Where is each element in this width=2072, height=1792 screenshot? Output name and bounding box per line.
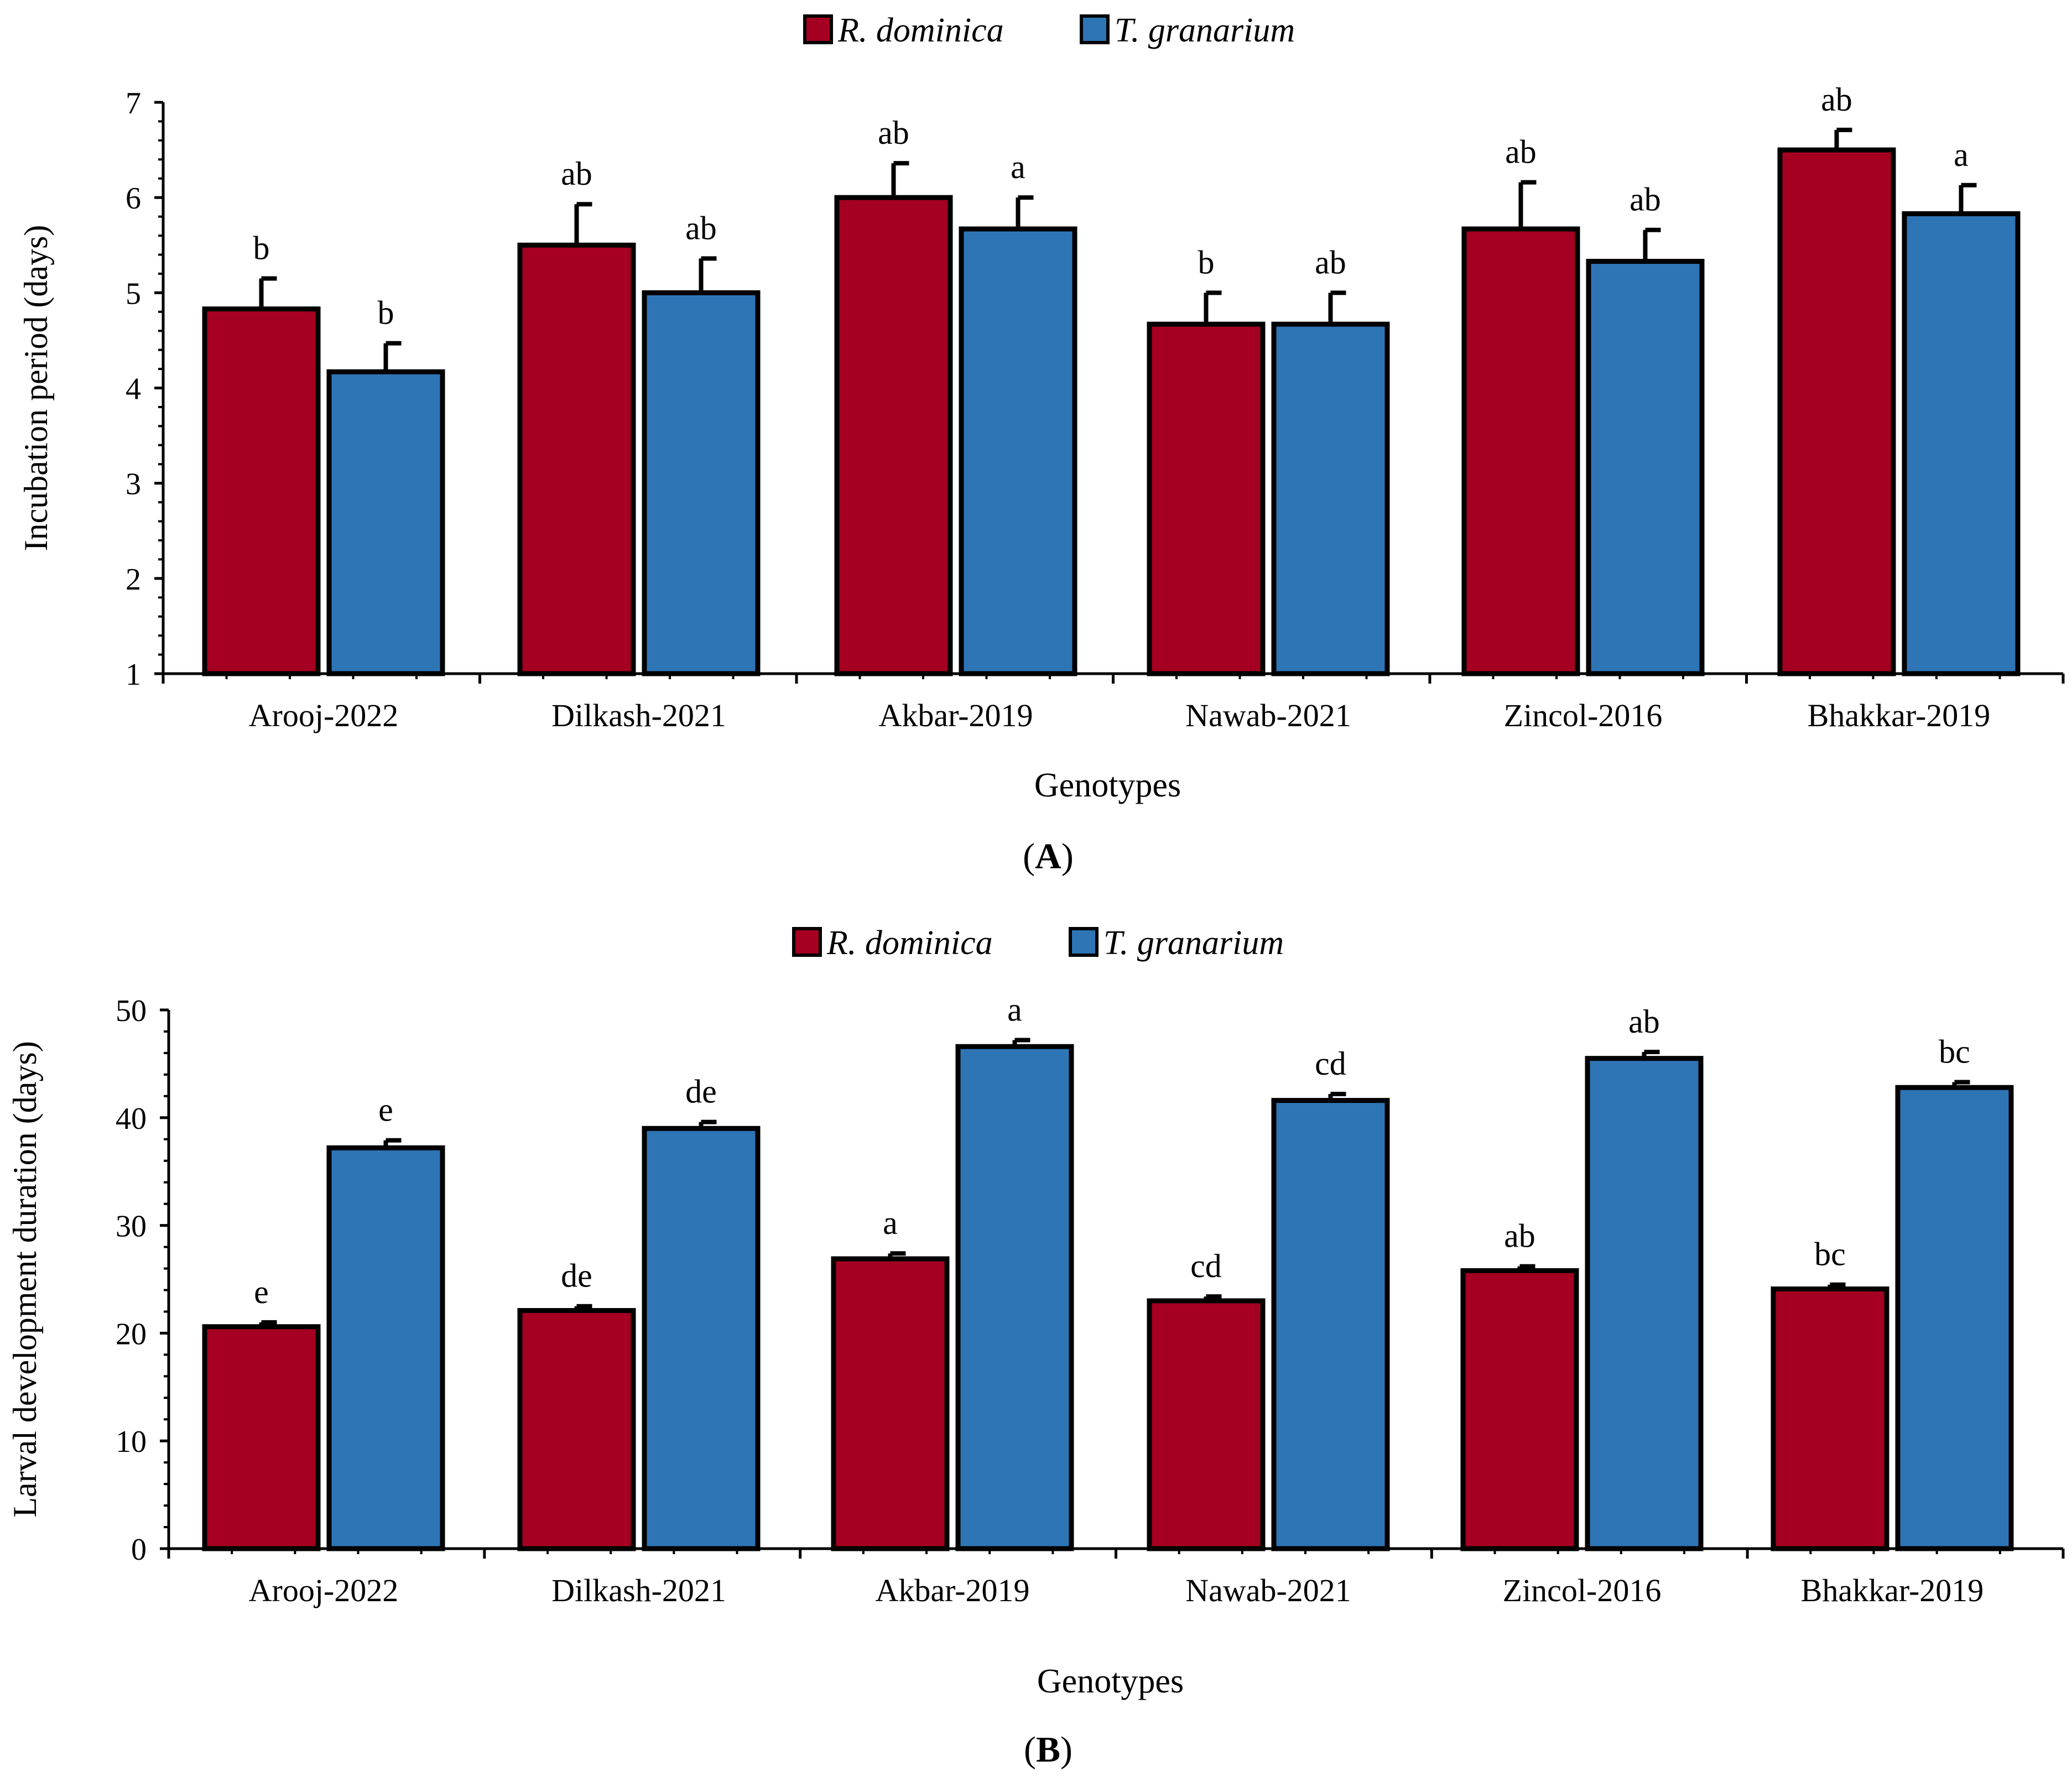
bar-r-dominica [1147,1298,1266,1551]
y-tick-label: 20 [116,1317,147,1351]
significance-label: bc [1814,1236,1846,1273]
significance-label: b [253,230,270,267]
significance-label: a [1954,137,1969,173]
y-tick-label: 3 [126,467,141,502]
y-axis-label: Incubation period (days) [18,225,54,551]
bar-t-granarium [642,290,761,676]
bar-r-dominica [834,195,953,676]
bar-t-granarium [1271,1098,1390,1551]
significance-label: cd [1315,1045,1346,1082]
significance-label: de [561,1258,592,1294]
legend-label: R. dominica [826,924,993,962]
y-tick-label: 1 [126,658,141,692]
y-tick-label: 10 [116,1425,147,1459]
y-tick-label: 0 [131,1533,147,1567]
legend-label: R. dominica [837,12,1004,49]
legend-swatch [803,14,833,44]
significance-label: cd [1190,1248,1222,1284]
bar-t-granarium [326,369,445,676]
x-axis-label: Genotypes [1037,1663,1184,1700]
y-tick-label: 30 [116,1210,147,1244]
significance-label: ab [1505,134,1537,170]
bar-t-granarium [1271,321,1390,676]
x-tick-label: Akbar-2019 [875,1572,1029,1608]
significance-label: e [378,1092,393,1128]
significance-label: a [883,1205,898,1241]
y-axis-label: Larval development duration (days) [7,1041,43,1517]
legend-swatch [1080,14,1110,44]
bar-t-granarium [1586,259,1705,676]
x-tick-label: Nawab-2021 [1185,697,1351,733]
bar-r-dominica [202,306,321,676]
significance-label: ab [1315,244,1346,280]
bar-r-dominica [202,1324,321,1551]
bar-t-granarium [326,1145,445,1551]
x-tick-label: Zincol-2016 [1504,697,1663,733]
significance-label: ab [1630,181,1661,218]
significance-label: a [1007,992,1022,1028]
legend-swatch [1069,927,1099,957]
y-tick-label: 7 [126,86,141,121]
x-tick-label: Nawab-2021 [1185,1572,1351,1608]
bar-r-dominica [831,1256,950,1551]
bar-t-granarium [1895,1085,2014,1551]
legend: R. dominica T. granarium [803,12,1295,49]
panel-label: (A) [1023,836,1074,877]
x-tick-label: Zincol-2016 [1503,1572,1662,1608]
significance-label: b [378,295,394,331]
y-tick-label: 5 [126,277,141,311]
y-tick-label: 50 [116,994,147,1028]
x-tick-label: Arooj-2022 [249,1572,399,1608]
bar-t-granarium [959,226,1077,676]
legend-swatch [792,927,822,957]
bar-t-granarium [955,1044,1074,1551]
panel-letter: A [1035,836,1061,877]
bar-r-dominica [517,1307,636,1551]
significance-label: ab [685,210,717,246]
x-tick-label: Bhakkar-2019 [1801,1572,1984,1608]
significance-label: de [685,1074,717,1110]
bar-t-granarium [1902,211,2021,676]
bar-r-dominica [1460,1268,1579,1551]
significance-label: ab [1504,1218,1535,1254]
panel-letter: B [1036,1730,1060,1770]
significance-label: a [1011,149,1025,185]
significance-label: e [254,1274,269,1310]
bar-t-granarium [642,1126,761,1551]
significance-label: bc [1939,1034,1970,1070]
significance-label: ab [878,114,909,151]
x-axis-label: Genotypes [1034,767,1181,804]
x-tick-label: Arooj-2022 [249,697,399,733]
y-tick-label: 4 [126,372,141,407]
legend-label: T. granarium [1103,924,1284,962]
bar-r-dominica [517,242,636,676]
bar-r-dominica [1771,1286,1889,1551]
x-tick-label: Dilkash-2021 [551,697,726,733]
significance-label: b [1198,244,1215,280]
panel-label: (B) [1024,1730,1073,1770]
y-tick-label: 6 [126,181,141,216]
x-tick-label: Dilkash-2021 [551,1572,726,1608]
chart-panel-b: 0 10 20 30 40 50 Arooj-2022 e e Dilkash-2021 de de A… [7,924,2065,1770]
bar-r-dominica [1147,321,1266,676]
legend: R. dominica T. granarium [792,924,1284,962]
y-tick-label: 40 [116,1102,147,1136]
chart-panel-a: 1234567Arooj-2022bbDilkash-2021ababAkbar… [18,12,2065,877]
significance-label: ab [1821,81,1852,118]
significance-label: ab [1628,1003,1660,1040]
bar-r-dominica [1461,226,1580,676]
y-tick-label: 2 [126,562,141,597]
significance-label: ab [561,155,592,192]
x-tick-label: Akbar-2019 [878,697,1033,733]
bar-r-dominica [1777,147,1896,676]
x-tick-label: Bhakkar-2019 [1808,697,1991,733]
bar-t-granarium [1585,1056,1704,1551]
legend-label: T. granarium [1115,12,1295,49]
